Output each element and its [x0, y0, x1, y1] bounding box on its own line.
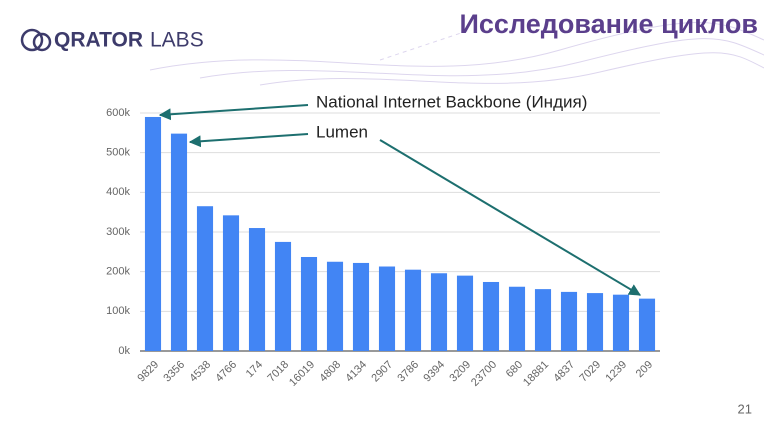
x-tick-label: 1239: [603, 359, 629, 385]
annotation: National Internet Backbone (Индия): [316, 92, 587, 111]
y-tick-label: 200k: [106, 266, 130, 278]
x-tick-label: 3786: [395, 359, 421, 385]
bar: [508, 286, 526, 351]
y-tick-label: 500k: [106, 147, 130, 159]
bar: [638, 298, 656, 351]
bar: [586, 293, 604, 351]
x-tick-label: 9394: [421, 359, 447, 385]
y-tick-label: 100k: [106, 305, 130, 317]
x-tick-label: 4134: [343, 359, 369, 385]
bar: [274, 241, 292, 351]
x-tick-label: 16019: [287, 359, 317, 389]
bar: [456, 275, 474, 351]
y-tick-label: 400k: [106, 186, 130, 198]
x-tick-label: 174: [244, 359, 265, 380]
bar: [534, 289, 552, 351]
x-tick-label: 680: [504, 359, 525, 380]
x-tick-label: 4837: [551, 359, 577, 385]
logo-sub: LABS: [150, 29, 204, 52]
x-tick-label: 4538: [187, 359, 213, 385]
x-tick-label: 23700: [469, 359, 499, 389]
x-tick-label: 4808: [317, 359, 343, 385]
arrows: [158, 104, 642, 296]
x-tick-label: 4766: [213, 359, 239, 385]
page-number: 21: [738, 401, 752, 416]
x-tick-label: 3356: [161, 359, 187, 385]
x-tick-label: 9829: [135, 359, 161, 385]
x-tick-label: 18881: [521, 359, 551, 389]
bar: [352, 262, 370, 351]
bar: [560, 291, 578, 351]
y-tick-label: 300k: [106, 226, 130, 238]
bar: [144, 116, 162, 351]
bar: [222, 215, 240, 351]
bar: [248, 228, 266, 351]
y-tick-label: 0k: [118, 345, 130, 357]
bar: [612, 294, 630, 351]
logo-main: QRATOR: [54, 29, 143, 52]
bar: [170, 133, 188, 351]
bar: [326, 261, 344, 351]
background-waves: [149, 22, 764, 86]
x-tick-label: 209: [634, 359, 655, 380]
x-tick-label: 2907: [369, 359, 395, 385]
bar: [196, 206, 214, 351]
x-tick-label: 7029: [577, 359, 603, 385]
annotation: Lumen: [316, 122, 368, 141]
chart: 0k 100k 200k 300k 400k 500k 600k 9829 3356 4538 47…: [106, 107, 660, 389]
bar: [404, 269, 422, 351]
y-tick-label: 600k: [106, 107, 130, 119]
bar: [430, 273, 448, 351]
bar: [300, 256, 318, 351]
bar: [378, 266, 396, 351]
slide-title: Исследование циклов: [460, 9, 759, 39]
logo: QRATOR LABS: [20, 29, 204, 52]
bar: [482, 281, 500, 351]
